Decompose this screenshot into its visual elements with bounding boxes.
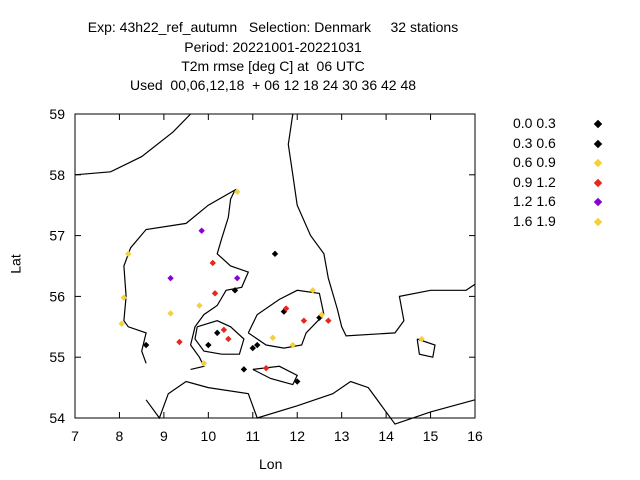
station-point [282,305,290,312]
y-tick-label: 55 [49,349,65,365]
axis-ticks: 7 8 9 10 11 12 13 14 15 16 54 55 56 57 58 59 [49,106,483,444]
legend-label: 0.6 0.9 [513,154,556,170]
x-tick-label: 7 [71,428,79,444]
x-tick-label: 13 [334,428,350,444]
legend-marker [593,217,603,226]
station-point [225,335,232,343]
coastline [416,338,436,358]
y-tick-label: 54 [49,410,65,426]
station-point [200,360,208,367]
legend-label: 1.2 1.6 [513,193,556,209]
station-point [198,227,205,234]
legend-marker [593,158,603,168]
coastline [194,320,245,355]
legend-item: 0.9 1.2 [508,173,618,193]
station-point [289,341,296,349]
x-tick-label: 11 [246,428,261,444]
x-tick-label: 12 [289,428,305,444]
legend-marker [593,197,603,207]
x-tick-label: 14 [378,428,394,444]
legend-label: 0.0 0.3 [513,115,556,131]
x-axis-label: Lon [259,456,283,472]
station-point [176,338,183,346]
station-point [211,290,219,297]
station-point [271,250,279,258]
station-point [234,274,241,282]
x-tick-label: 15 [423,428,439,444]
station-point [234,188,241,196]
station-point [120,294,128,301]
station-point [240,366,248,373]
legend-marker [593,119,603,129]
station-point [309,287,316,294]
station-point [325,317,332,324]
x-tick-label: 8 [116,428,124,444]
legend-marker [593,178,603,187]
station-point [300,317,308,324]
chart-title-line-3: T2m rmse [deg C] at 06 UTC [181,58,365,74]
y-tick-label: 57 [49,228,65,244]
chart-title-line-2: Period: 20221001-20221031 [184,39,362,55]
station-point [262,364,270,372]
station-point [254,341,261,349]
station-point [167,310,174,317]
station-point [220,326,228,334]
station-point [249,344,256,352]
coastline [252,365,298,386]
station-point [269,334,276,341]
station-points [118,188,425,385]
legend-item: 0.0 0.3 [508,114,618,134]
x-tick-label: 9 [160,428,168,444]
coastline [247,289,325,349]
legend-item: 0.3 0.6 [508,134,618,154]
station-point [418,335,425,343]
x-tick-label: 10 [201,428,217,444]
chart-title-line-4: Used 00,06,12,18 + 06 12 18 24 30 36 42 … [129,77,417,93]
coastline [74,113,192,176]
y-tick-label: 58 [49,167,65,183]
legend-item: 1.2 1.6 [508,192,618,212]
station-point [205,341,212,349]
legend-marker [593,139,603,148]
coastline [123,188,250,370]
station-point [167,274,174,282]
y-tick-label: 56 [49,288,65,304]
legend-item: 0.6 0.9 [508,153,618,173]
legend-item: 1.6 1.9 [508,212,618,232]
x-tick-label: 16 [467,428,483,444]
legend-label: 1.6 1.9 [513,212,556,229]
station-point [294,378,301,385]
station-point [196,302,203,309]
station-point [318,311,325,318]
coastline-map [74,113,476,425]
chart-title-line-1: Exp: 43h22_ref_autumn Selection: Denmark… [87,19,459,35]
y-tick-label: 59 [49,106,65,122]
station-point [214,329,221,337]
station-point [142,341,150,349]
station-point [118,320,125,327]
station-point [125,250,132,258]
plot-frame [74,113,476,419]
station-point [231,287,239,294]
legend: 0.0 0.3 0.3 0.6 0.6 0.9 0.9 1.2 1.2 1.6 1.6 1… [508,114,618,231]
y-axis-label: Lat [7,254,24,274]
coastline [287,113,476,337]
legend-label: 0.9 1.2 [513,173,556,190]
legend-label: 0.3 0.6 [513,134,556,151]
station-point [209,259,216,267]
